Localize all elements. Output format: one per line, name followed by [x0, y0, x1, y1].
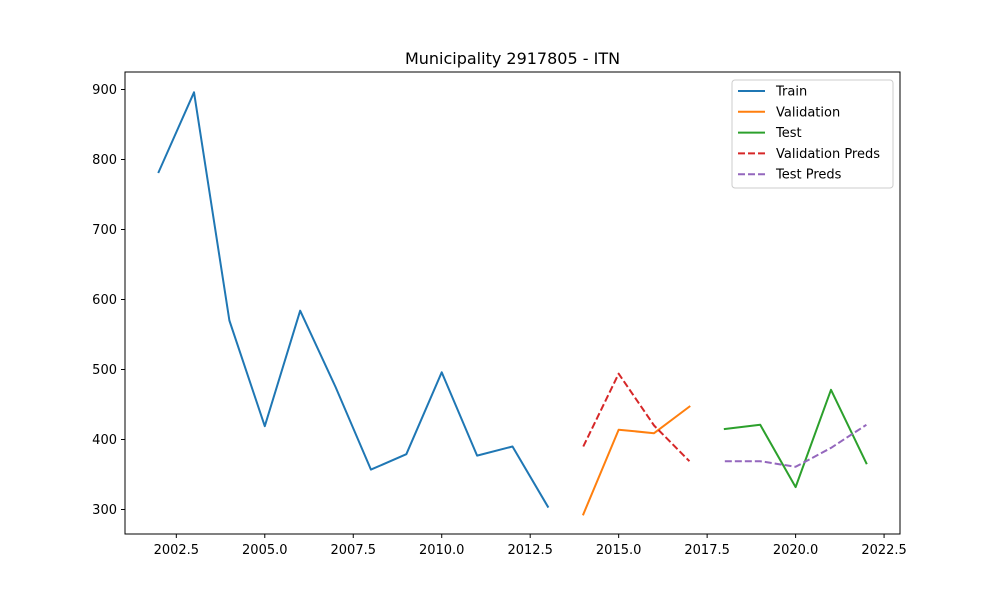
series-line-1 — [581, 405, 691, 516]
x-tick-label: 2010.0 — [419, 543, 465, 558]
axes-frame — [124, 71, 901, 535]
legend: Train Validation Test Validation Preds Test … — [731, 79, 894, 189]
legend-label: Validation Preds — [776, 147, 880, 162]
x-tick-label: 2022.5 — [861, 543, 907, 558]
x-tick-label: 2015.0 — [596, 543, 642, 558]
series-line-0 — [157, 91, 550, 509]
y-tick-label: 700 — [92, 223, 117, 238]
series-layer — [157, 91, 868, 516]
legend-label: Test Preds — [775, 168, 842, 183]
legend-label: Train — [775, 85, 807, 100]
y-tick-label: 900 — [92, 83, 117, 98]
y-tick-label: 600 — [92, 293, 117, 308]
chart-title: Municipality 2917805 - ITN — [405, 49, 620, 68]
axes-layer: 2002.5 2005.0 2007.5 2010.0 2012.5 2015.0 2017… — [92, 71, 907, 558]
series-line-2 — [723, 388, 868, 489]
series-line-3 — [582, 372, 691, 462]
x-tick-label: 2002.5 — [154, 543, 200, 558]
x-tick-label: 2005.0 — [242, 543, 288, 558]
legend-box — [731, 79, 894, 189]
x-tick-label: 2012.5 — [507, 543, 553, 558]
y-tick-label: 500 — [92, 363, 117, 378]
legend-label: Test — [775, 126, 802, 141]
series-line-4 — [724, 423, 867, 468]
y-tick-label: 300 — [92, 503, 117, 518]
x-tick-label: 2020.0 — [773, 543, 819, 558]
y-tick-label: 800 — [92, 153, 117, 168]
legend-label: Validation — [776, 105, 840, 120]
y-tick-label: 400 — [92, 433, 117, 448]
x-tick-label: 2007.5 — [331, 543, 377, 558]
x-tick-label: 2017.5 — [684, 543, 730, 558]
